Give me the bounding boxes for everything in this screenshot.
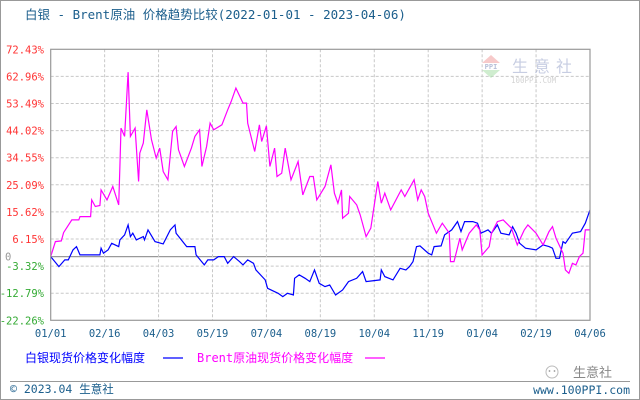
y-axis-ticks: 72.43% 62.96% 53.49% 44.02% 34.55% 25.09% 15.6… (0, 44, 45, 327)
y-tick-label: 34.55% (6, 153, 45, 165)
watermark-brand: 生意社 (512, 57, 578, 76)
legend-brent-label: Brent原油现货价格变化幅度 (197, 350, 353, 365)
wechat-brand: 生意社 (573, 365, 612, 381)
y-tick-label: -12.79% (0, 288, 45, 300)
x-tick-label: 05/19 (197, 328, 229, 340)
series-line-brent (50, 72, 590, 275)
y-tick-label: -3.32% (6, 261, 45, 273)
wechat-badge: 生意社 (545, 365, 612, 381)
y-tick-label: 0 (5, 252, 11, 264)
x-tick-label: 04/03 (143, 328, 175, 340)
wechat-icon (545, 365, 559, 379)
series-line-silver (50, 209, 591, 298)
logo-triangle-down-icon (482, 70, 500, 78)
logo-triangle-up-icon (482, 55, 500, 63)
y-tick-label: 15.62% (6, 207, 45, 219)
y-tick-label: 53.49% (6, 99, 45, 111)
series-lines (50, 72, 591, 298)
watermark-logo-text: PPI (485, 63, 498, 71)
x-tick-label: 11/19 (412, 328, 444, 340)
x-tick-label: 01/04 (466, 328, 498, 340)
x-tick-label: 10/04 (358, 328, 390, 340)
y-tick-label: 44.02% (6, 126, 45, 138)
grid (50, 49, 590, 321)
watermark: PPI 生意社 100PPI.COM (482, 55, 578, 85)
x-tick-label: 02/16 (89, 328, 121, 340)
y-tick-label: -22.26% (0, 315, 45, 327)
x-tick-label: 02/19 (520, 328, 552, 340)
y-tick-label: 25.09% (6, 180, 45, 192)
x-tick-label: 01/01 (35, 328, 67, 340)
x-tick-label: 08/19 (305, 328, 337, 340)
y-tick-label: 72.43% (6, 44, 45, 56)
footer-site: www.100PPI.com (533, 383, 630, 397)
legend: 白银现货价格变化幅度 Brent原油现货价格变化幅度 (25, 350, 385, 365)
x-tick-label: 04/06 (574, 328, 606, 340)
watermark-site: 100PPI.COM (511, 76, 557, 85)
y-tick-label: 62.96% (6, 71, 45, 83)
plot-frame (50, 48, 591, 321)
footer-copyright: © 2023.04 生意社 (10, 382, 114, 396)
y-tick-label: 6.15% (12, 234, 44, 246)
x-axis-ticks: 01/01 02/16 04/03 05/19 07/04 08/19 10/04 11/19… (35, 328, 606, 340)
x-tick-label: 07/04 (251, 328, 283, 340)
chart-title: 白银 - Brent原油 价格趋势比较(2022-01-01 - 2023-04… (25, 7, 406, 22)
legend-silver-label: 白银现货价格变化幅度 (25, 350, 145, 365)
